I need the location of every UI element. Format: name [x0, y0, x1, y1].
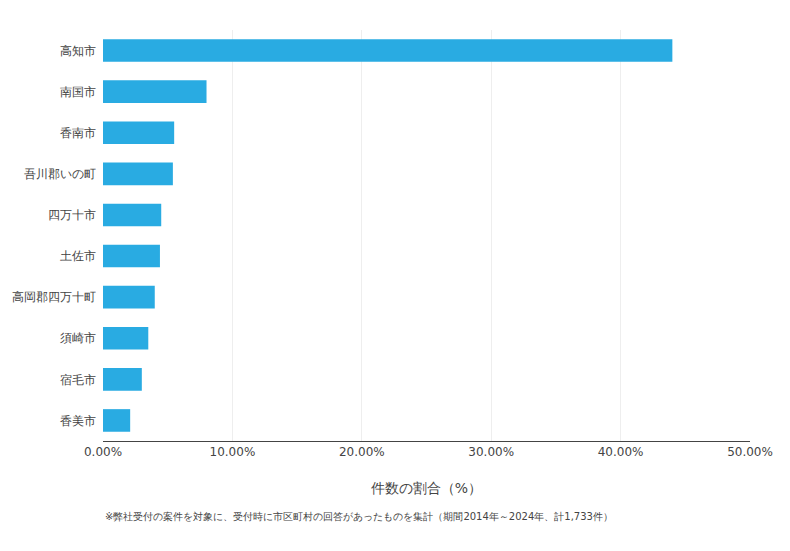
svg-text:高知市: 高知市 — [60, 44, 96, 58]
svg-text:高岡郡四万十町: 高岡郡四万十町 — [12, 290, 96, 304]
svg-text:香南市: 香南市 — [60, 126, 96, 140]
svg-text:南国市: 南国市 — [60, 85, 96, 99]
svg-text:20.00%: 20.00% — [339, 445, 385, 459]
svg-text:四万十市: 四万十市 — [48, 208, 96, 222]
svg-text:0.00%: 0.00% — [84, 445, 122, 459]
svg-text:50.00%: 50.00% — [727, 445, 773, 459]
svg-text:30.00%: 30.00% — [468, 445, 514, 459]
svg-text:件数の割合（%）: 件数の割合（%） — [371, 480, 482, 496]
svg-text:※弊社受付の案件を対象に、受付時に市区町村の回答があったもの: ※弊社受付の案件を対象に、受付時に市区町村の回答があったものを集計（期間2014… — [105, 511, 613, 522]
svg-text:10.00%: 10.00% — [210, 445, 256, 459]
svg-text:吾川郡いの町: 吾川郡いの町 — [24, 167, 96, 181]
svg-text:土佐市: 土佐市 — [60, 249, 96, 263]
svg-text:40.00%: 40.00% — [598, 445, 644, 459]
svg-text:宿毛市: 宿毛市 — [60, 373, 96, 387]
svg-text:香美市: 香美市 — [60, 414, 96, 428]
svg-text:須崎市: 須崎市 — [60, 331, 96, 345]
